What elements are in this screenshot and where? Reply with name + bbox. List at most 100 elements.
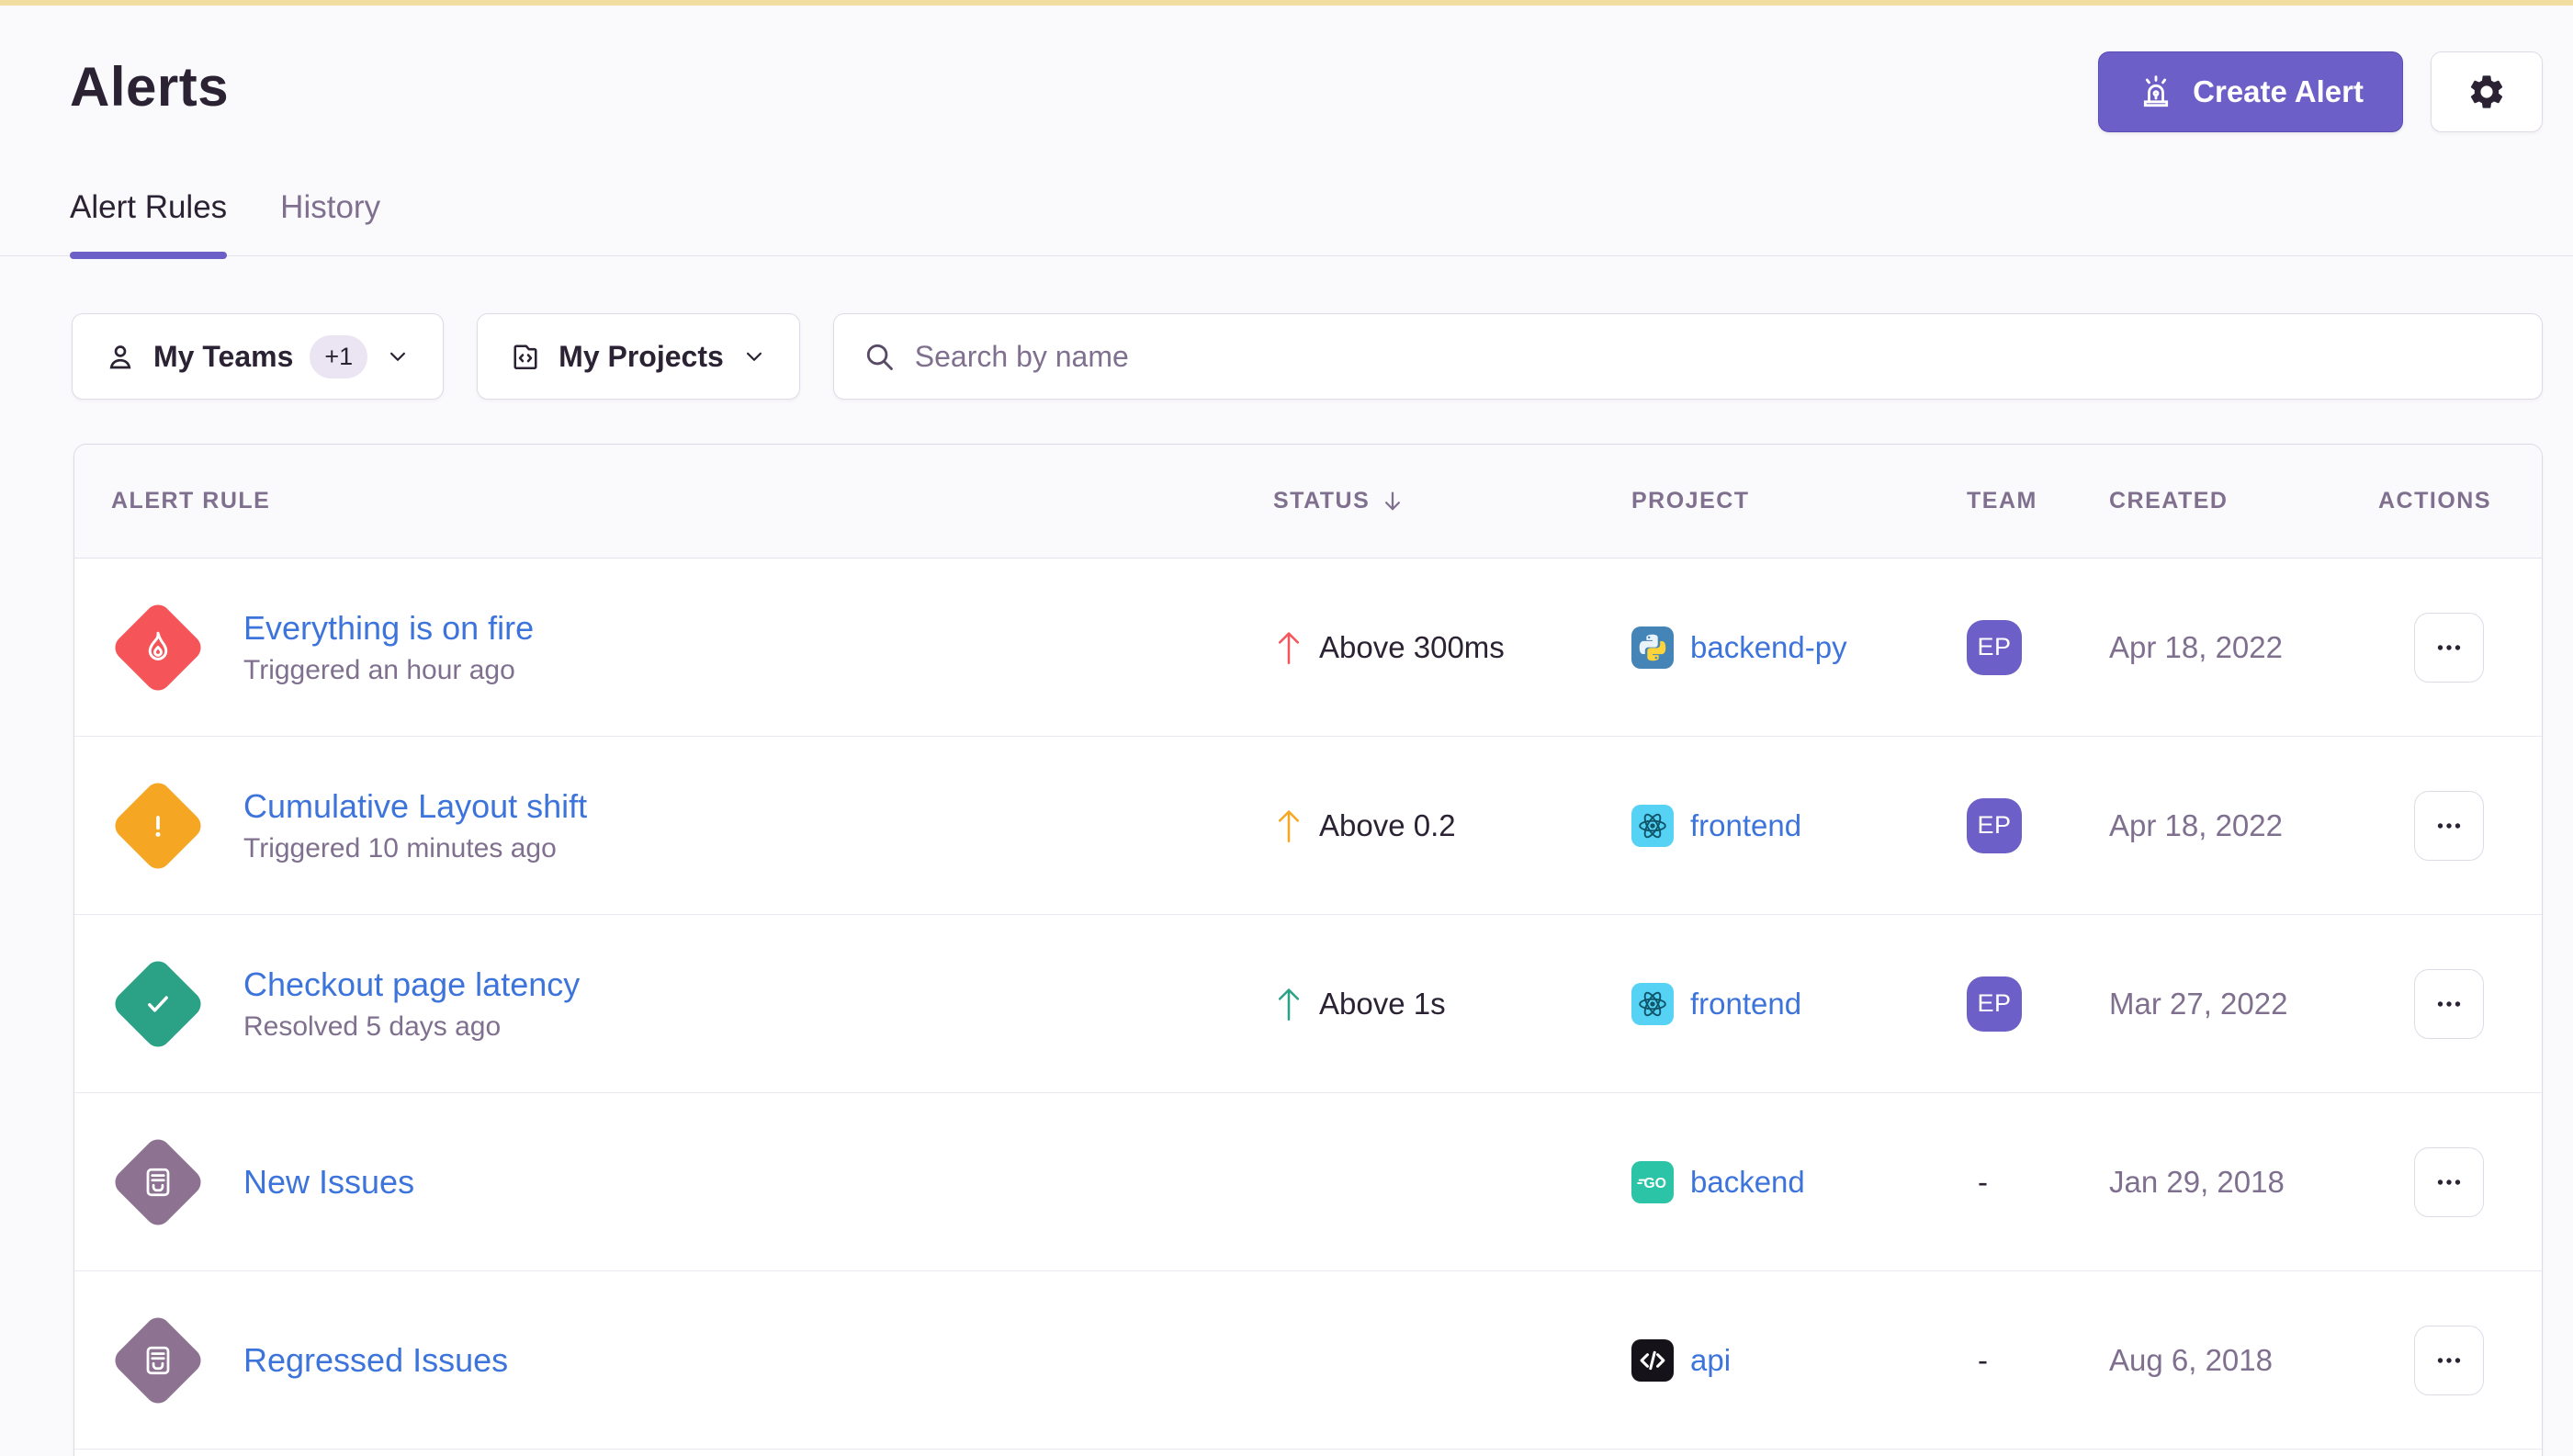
team-cell: - <box>1967 1343 2109 1378</box>
filter-bar: My Teams +1 My Projects <box>0 313 2573 400</box>
alarm-icon <box>2138 73 2174 110</box>
react-icon <box>1631 804 1674 847</box>
status-cell: Above 0.2 <box>1273 807 1631 845</box>
team-empty-placeholder: - <box>1978 1164 1988 1199</box>
alert-rule-activity: Triggered an hour ago <box>243 654 515 685</box>
teams-filter-label: My Teams <box>153 339 294 373</box>
project-icon <box>509 340 542 373</box>
created-date: Aug 6, 2018 <box>2109 1342 2273 1377</box>
created-date: Apr 18, 2022 <box>2109 807 2283 842</box>
alert-settings-button[interactable] <box>2431 51 2543 132</box>
created-date: Mar 27, 2022 <box>2109 986 2288 1021</box>
projects-filter-button[interactable]: My Projects <box>477 313 800 400</box>
svg-text:GO: GO <box>1643 1176 1666 1191</box>
project-link[interactable]: frontend <box>1690 986 1802 1021</box>
alert-rule-link[interactable]: Everything is on fire <box>243 608 535 647</box>
column-alert-rule: Alert Rule <box>111 488 271 514</box>
ellipsis-icon <box>2432 630 2466 665</box>
arrow-up-icon <box>1273 628 1304 667</box>
team-avatar: EP <box>1967 619 2022 675</box>
table-row: Regressed Issues api - Aug 6, 2018 <box>74 1271 2542 1450</box>
alert-rule-link[interactable]: Regressed Issues <box>243 1340 509 1379</box>
alert-rule-link[interactable]: Cumulative Layout shift <box>243 786 588 825</box>
create-alert-label: Create Alert <box>2193 74 2364 108</box>
table-row: New Issues GO backend - Jan 29, 2018 <box>74 1093 2542 1271</box>
warning-icon <box>109 777 207 874</box>
chevron-down-icon <box>384 343 412 370</box>
teams-filter-button[interactable]: My Teams +1 <box>72 313 445 400</box>
user-icon <box>104 340 137 373</box>
status-threshold: Above 300ms <box>1319 629 1505 664</box>
created-date: Jan 29, 2018 <box>2109 1164 2285 1199</box>
table-row: Cumulative Layout shift Triggered 10 min… <box>74 737 2542 915</box>
team-cell: - <box>1967 1165 2109 1200</box>
tab-bar: Alert Rules History <box>0 189 2573 259</box>
project-link[interactable]: api <box>1690 1342 1732 1377</box>
team-cell: EP <box>1967 797 2109 853</box>
alert-rule-link[interactable]: New Issues <box>243 1162 415 1201</box>
team-cell: EP <box>1967 619 2109 675</box>
tab-alert-rules[interactable]: Alert Rules <box>70 189 228 259</box>
status-cell: Above 300ms <box>1273 628 1631 667</box>
column-status[interactable]: Status <box>1273 488 1631 515</box>
chevron-down-icon <box>740 343 768 370</box>
page-title: Alerts <box>70 56 230 118</box>
table-row: Everything is on fire Triggered an hour … <box>74 559 2542 737</box>
code-icon <box>1631 1338 1674 1382</box>
column-actions: Actions <box>2378 488 2491 514</box>
row-actions-button[interactable] <box>2414 968 2484 1039</box>
team-cell: EP <box>1967 976 2109 1032</box>
row-actions-button[interactable] <box>2414 1146 2484 1217</box>
table-body: Everything is on fire Triggered an hour … <box>74 559 2542 1450</box>
row-actions-button[interactable] <box>2414 790 2484 861</box>
react-icon <box>1631 982 1674 1025</box>
status-threshold: Above 1s <box>1319 986 1446 1021</box>
column-project: Project <box>1631 488 1750 514</box>
issues-icon <box>109 1134 207 1230</box>
alert-rule-activity: Triggered 10 minutes ago <box>243 832 557 863</box>
gear-icon <box>2466 72 2507 112</box>
table-row: Checkout page latency Resolved 5 days ag… <box>74 915 2542 1093</box>
search-icon <box>862 339 897 374</box>
project-cell: frontend <box>1631 804 1967 847</box>
teams-filter-badge: +1 <box>310 334 368 378</box>
project-link[interactable]: backend <box>1690 1164 1805 1199</box>
alert-rules-table: Alert Rule Status Project Team Created A… <box>73 444 2543 1456</box>
check-icon <box>109 955 207 1052</box>
column-team: Team <box>1967 488 2037 514</box>
row-actions-button[interactable] <box>2414 1325 2484 1395</box>
alert-rule-activity: Resolved 5 days ago <box>243 1010 502 1042</box>
status-threshold: Above 0.2 <box>1319 807 1456 842</box>
top-banner <box>0 0 2573 6</box>
project-link[interactable]: frontend <box>1690 807 1802 842</box>
alert-rule-link[interactable]: Checkout page latency <box>243 965 581 1003</box>
projects-filter-label: My Projects <box>559 339 724 373</box>
search-box <box>832 313 2543 400</box>
project-link[interactable]: backend-py <box>1690 629 1847 664</box>
project-cell: GO backend <box>1631 1160 1967 1203</box>
tab-history[interactable]: History <box>280 189 381 225</box>
status-cell: Above 1s <box>1273 985 1631 1023</box>
project-cell: frontend <box>1631 982 1967 1025</box>
go-icon: GO <box>1631 1160 1674 1203</box>
search-input[interactable] <box>914 339 2514 374</box>
issues-icon <box>109 1312 207 1408</box>
project-cell: backend-py <box>1631 626 1967 669</box>
ellipsis-icon <box>2432 987 2466 1021</box>
python-icon <box>1631 626 1674 669</box>
team-avatar: EP <box>1967 976 2022 1032</box>
table-header: Alert Rule Status Project Team Created A… <box>74 445 2542 559</box>
team-empty-placeholder: - <box>1978 1342 1988 1377</box>
created-date: Apr 18, 2022 <box>2109 629 2283 664</box>
team-avatar: EP <box>1967 797 2022 853</box>
arrow-up-icon <box>1273 807 1304 845</box>
ellipsis-icon <box>2432 1343 2466 1378</box>
column-created: Created <box>2109 488 2229 514</box>
create-alert-button[interactable]: Create Alert <box>2098 51 2403 132</box>
row-actions-button[interactable] <box>2414 612 2484 683</box>
project-cell: api <box>1631 1338 1967 1382</box>
fire-icon <box>109 599 207 695</box>
ellipsis-icon <box>2432 1165 2466 1200</box>
arrow-up-icon <box>1273 985 1304 1023</box>
sort-arrow-down-icon <box>1379 488 1406 515</box>
